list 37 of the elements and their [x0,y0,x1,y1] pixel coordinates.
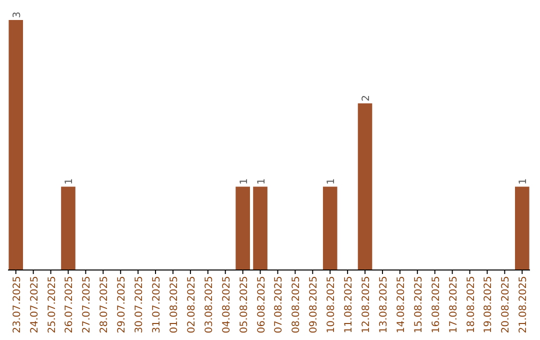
x-tick-label: 29.07.2025 [116,276,128,334]
x-tick-label: 21.08.2025 [518,276,530,334]
x-tick-label: 31.07.2025 [152,276,163,334]
x-tick-label: 12.08.2025 [361,276,372,334]
x-tick-label: 16.08.2025 [430,276,442,334]
x-tick-label: 23.07.2025 [12,276,23,334]
x-tick-label: 27.07.2025 [82,276,93,334]
x-tick-label: 20.08.2025 [500,276,512,334]
x-tick-label: 09.08.2025 [308,276,320,334]
x-tick-label: 13.08.2025 [378,276,390,334]
x-tick-label: 01.08.2025 [168,276,180,334]
x-tick-label: 30.07.2025 [134,276,146,334]
x-tick-label: 28.07.2025 [99,276,110,334]
data-label: 1 [64,178,76,185]
data-label: 1 [326,178,338,185]
x-tick-label: 06.08.2025 [256,276,268,334]
x-tick-label: 08.08.2025 [291,276,302,334]
x-tick-label: 15.08.2025 [413,276,424,334]
x-tick-label: 24.07.2025 [29,276,40,334]
x-tick-label: 25.07.2025 [46,276,58,334]
data-label: 3 [12,12,23,18]
data-label: 2 [361,94,372,102]
data-label: 1 [518,178,530,185]
x-tick-label: 14.08.2025 [396,276,407,334]
data-label: 1 [238,178,250,185]
x-tick-label: 17.08.2025 [448,276,460,334]
x-tick-label: 07.08.2025 [274,276,285,334]
x-tick-label: 26.07.2025 [64,276,76,334]
x-tick-label: 18.08.2025 [466,276,477,334]
x-tick-label: 19.08.2025 [483,276,494,334]
x-tick-label: 03.08.2025 [204,276,215,334]
x-tick-label: 11.08.2025 [344,276,355,334]
data-label: 1 [256,178,268,185]
x-tick-label: 02.08.2025 [186,276,198,334]
x-tick-label: 05.08.2025 [238,276,250,334]
x-tick-label: 04.08.2025 [221,276,232,334]
x-tick-label: 10.08.2025 [326,276,338,334]
